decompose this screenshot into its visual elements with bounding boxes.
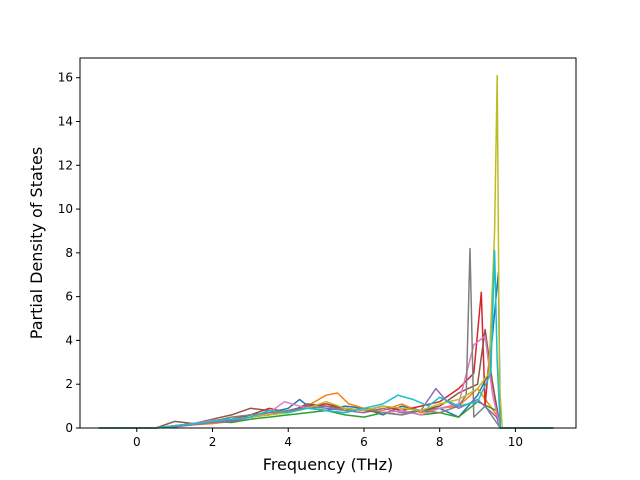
x-tick-label: 10	[508, 435, 523, 449]
y-tick-label: 12	[58, 158, 73, 172]
y-axis-label: Partial Density of States	[27, 147, 46, 339]
y-tick-label: 6	[65, 290, 73, 304]
x-tick-label: 0	[133, 435, 141, 449]
x-axis-ticks: 0 2 4 6 8 10	[133, 428, 523, 449]
x-tick-label: 2	[209, 435, 217, 449]
y-tick-label: 8	[65, 246, 73, 260]
plot-frame	[79, 57, 577, 429]
x-tick-label: 8	[436, 435, 444, 449]
y-axis-ticks: 0 2 4 6 8 10 12 14 16	[58, 71, 80, 435]
series-line-10	[98, 249, 554, 429]
x-tick-label: 4	[284, 435, 292, 449]
y-tick-label: 0	[65, 421, 73, 435]
y-tick-label: 2	[65, 377, 73, 391]
x-axis-label: Frequency (THz)	[263, 455, 393, 474]
y-tick-label: 4	[65, 333, 73, 347]
x-tick-label: 6	[360, 435, 368, 449]
y-tick-label: 10	[58, 202, 73, 216]
series-layer	[98, 74, 554, 429]
y-tick-label: 16	[58, 71, 73, 85]
y-tick-label: 14	[58, 114, 73, 128]
